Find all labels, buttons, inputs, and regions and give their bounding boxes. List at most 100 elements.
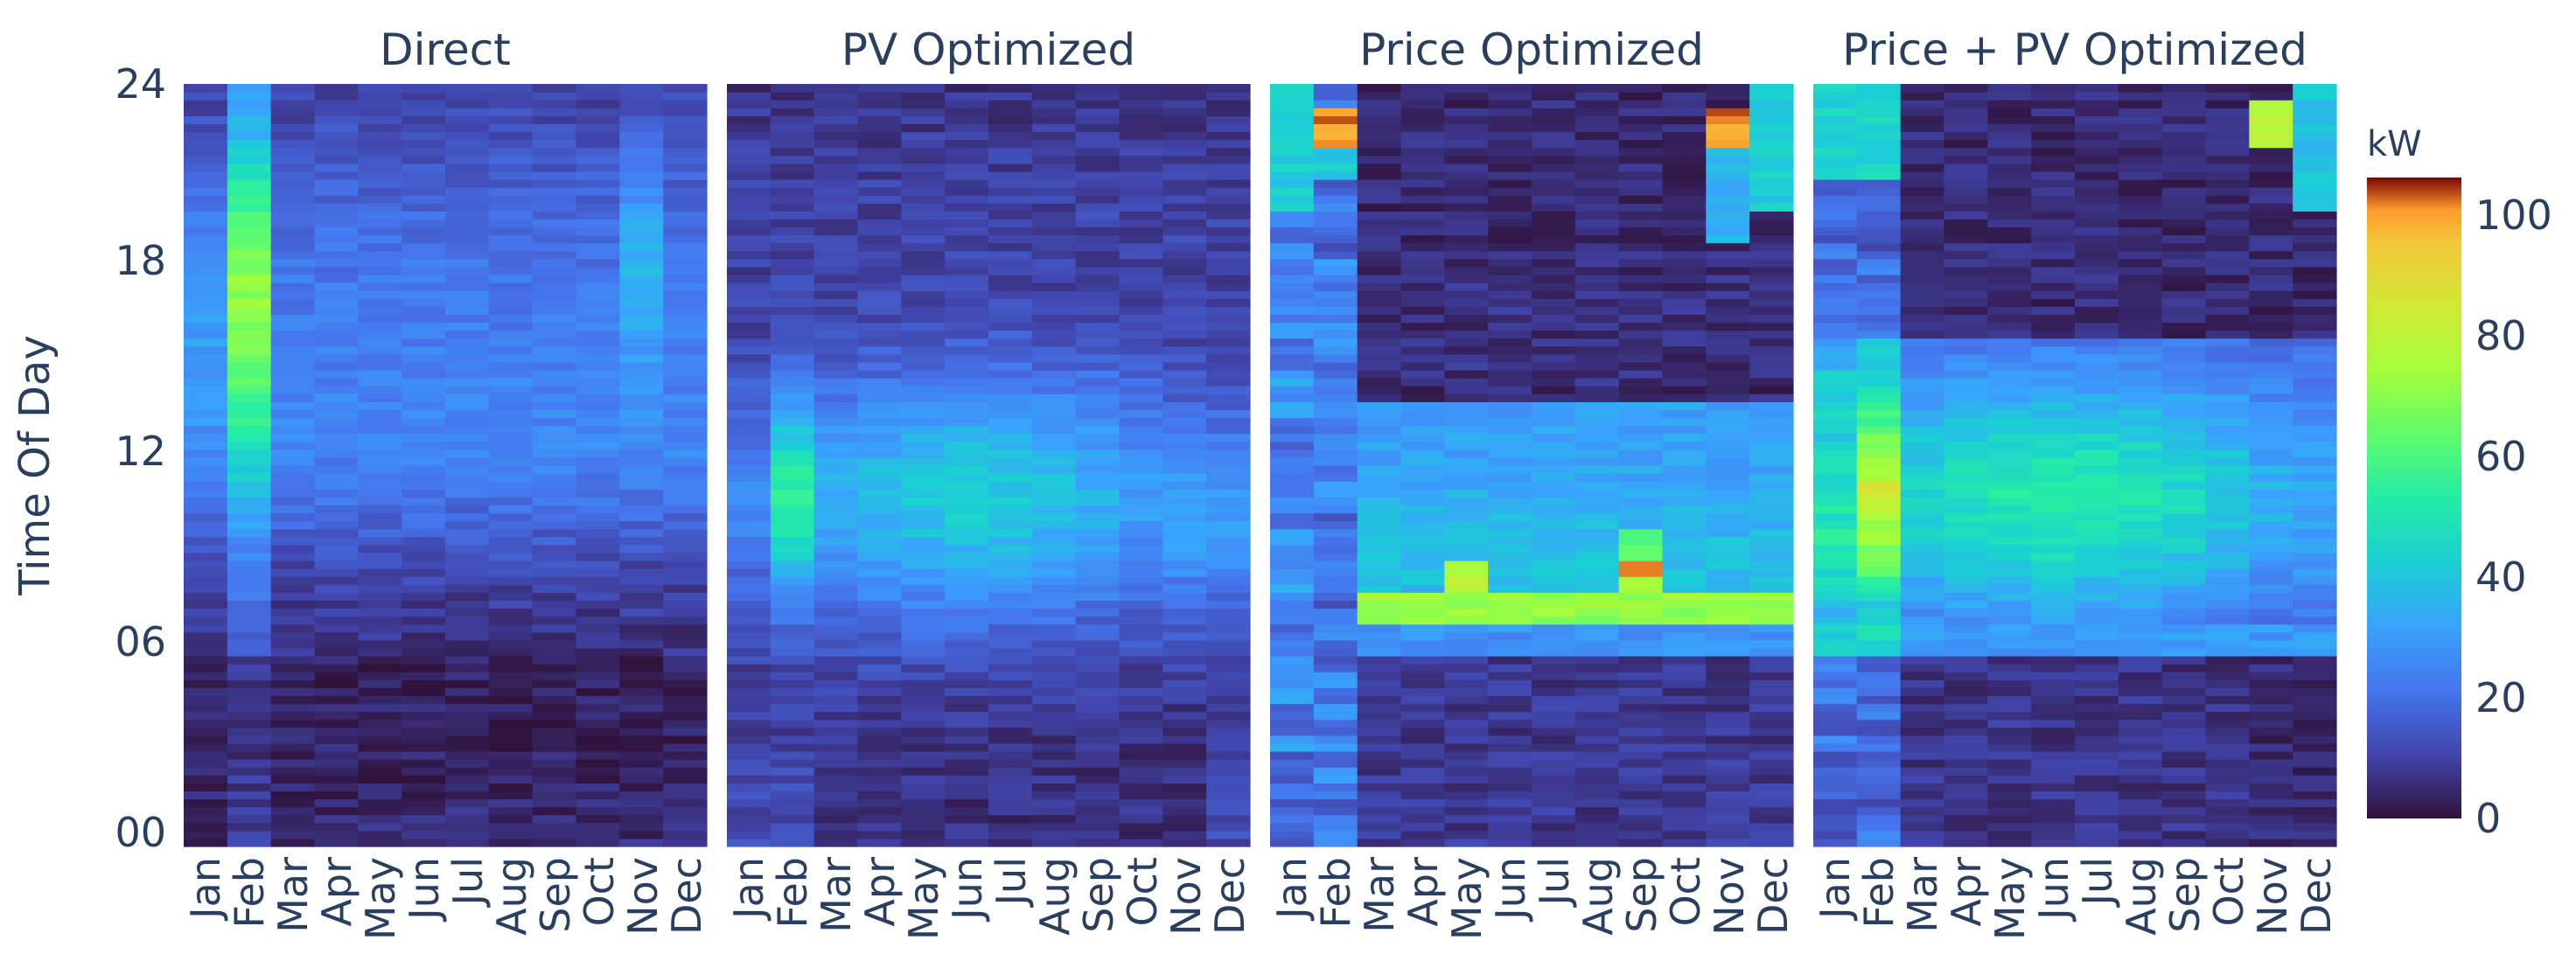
- heatmap-cell: [1532, 497, 1576, 506]
- heatmap-cell: [445, 456, 490, 466]
- heatmap-cell: [619, 306, 664, 316]
- heatmap-cell: [663, 378, 708, 387]
- heatmap-cell: [1987, 345, 2032, 355]
- heatmap-cell: [1162, 338, 1207, 347]
- heatmap-cell: [1813, 814, 1858, 824]
- colorbar-tick-label: 80: [2475, 312, 2527, 359]
- heatmap-cell: [1618, 639, 1664, 649]
- heatmap-cell: [770, 250, 815, 260]
- heatmap-cell: [270, 639, 316, 649]
- heatmap-cell: [1031, 298, 1077, 307]
- heatmap-cell: [1900, 767, 1945, 776]
- heatmap-cell: [1813, 775, 1858, 783]
- heatmap-cell: [1206, 84, 1251, 93]
- heatmap-cell: [1856, 338, 1902, 347]
- heatmap-cell: [1706, 314, 1750, 324]
- heatmap-cell: [184, 275, 228, 283]
- heatmap-cell: [2161, 330, 2207, 339]
- heatmap-cell: [813, 830, 859, 839]
- heatmap-cell: [727, 679, 771, 688]
- heatmap-cell: [270, 115, 316, 125]
- heatmap-cell: [1856, 441, 1902, 450]
- heatmap-cell: [1206, 187, 1251, 196]
- heatmap-cell: [227, 92, 272, 101]
- heatmap-cell: [2205, 219, 2250, 228]
- heatmap-cell: [2205, 568, 2250, 577]
- heatmap-cell: [1075, 679, 1120, 688]
- heatmap-cell: [1119, 481, 1163, 490]
- heatmap-cell: [1662, 536, 1707, 546]
- heatmap-cell: [1270, 505, 1315, 514]
- heatmap-cell: [1400, 84, 1445, 93]
- heatmap-cell: [532, 322, 577, 331]
- heatmap-cell: [2249, 242, 2293, 252]
- heatmap-cell: [2249, 672, 2293, 680]
- heatmap-cell: [2249, 600, 2293, 609]
- heatmap-cell: [727, 806, 771, 816]
- heatmap-cell: [1270, 330, 1315, 339]
- heatmap-cell: [770, 219, 815, 228]
- heatmap-cell: [270, 203, 316, 212]
- heatmap-cell: [1031, 742, 1077, 752]
- heatmap-cell: [1119, 234, 1163, 244]
- x-tick-label: Jul: [2074, 857, 2121, 909]
- heatmap-cell: [1944, 497, 1988, 506]
- heatmap-cell: [1444, 552, 1489, 561]
- heatmap-cell: [2075, 592, 2119, 602]
- heatmap-cell: [2293, 767, 2337, 776]
- heatmap-cell: [1162, 290, 1207, 299]
- heatmap-cell: [184, 92, 228, 101]
- heatmap-cell: [945, 370, 989, 379]
- x-tick-label: Dec: [1206, 857, 1253, 935]
- heatmap-cell: [1706, 719, 1750, 728]
- heatmap-cell: [1488, 275, 1532, 283]
- heatmap-cell: [1900, 131, 1945, 141]
- heatmap-cell: [1944, 647, 1988, 657]
- heatmap-cell: [945, 790, 989, 800]
- heatmap-cell: [727, 783, 771, 792]
- heatmap-cell: [1618, 250, 1664, 260]
- heatmap-cell: [1532, 790, 1576, 800]
- heatmap-cell: [1075, 361, 1120, 371]
- heatmap-cell: [270, 456, 316, 466]
- heatmap-cell: [1313, 322, 1358, 331]
- heatmap-cell: [1532, 370, 1576, 379]
- heatmap-cell: [663, 171, 708, 180]
- heatmap-cell: [1900, 512, 1945, 522]
- heatmap-cell: [857, 608, 902, 617]
- heatmap-cell: [227, 536, 272, 546]
- heatmap-cell: [227, 465, 272, 474]
- heatmap-cell: [988, 568, 1033, 577]
- heatmap-cell: [1162, 84, 1207, 93]
- heatmap-cell: [988, 703, 1033, 713]
- heatmap-cell: [1856, 258, 1902, 268]
- heatmap-cell: [1400, 584, 1445, 593]
- heatmap-cell: [1031, 465, 1077, 474]
- heatmap-cell: [227, 751, 272, 760]
- heatmap-cell: [358, 147, 402, 157]
- heatmap-cell: [1944, 703, 1988, 713]
- heatmap-cell: [576, 171, 620, 180]
- heatmap-cell: [2293, 719, 2337, 728]
- heatmap-cell: [1856, 783, 1902, 792]
- heatmap-cell: [727, 608, 771, 617]
- heatmap-cell: [1749, 258, 1794, 268]
- heatmap-cell: [227, 456, 272, 466]
- heatmap-cell: [1900, 306, 1945, 316]
- heatmap-cell: [1574, 314, 1620, 324]
- y-tick-label: 24: [115, 60, 166, 108]
- heatmap-cell: [1987, 163, 2032, 172]
- heatmap-cell: [1206, 751, 1251, 760]
- heatmap-cell: [727, 417, 771, 427]
- heatmap-cell: [314, 798, 359, 808]
- heatmap-cell: [1031, 695, 1077, 705]
- heatmap-cell: [358, 409, 402, 419]
- heatmap-cell: [576, 211, 620, 220]
- heatmap-cell: [1749, 370, 1794, 379]
- heatmap-cell: [1856, 211, 1902, 220]
- heatmap-cell: [1119, 759, 1163, 768]
- heatmap-cell: [1075, 234, 1120, 244]
- heatmap-cell: [1488, 742, 1532, 752]
- heatmap-cell: [1488, 790, 1532, 800]
- heatmap-cell: [2118, 783, 2163, 792]
